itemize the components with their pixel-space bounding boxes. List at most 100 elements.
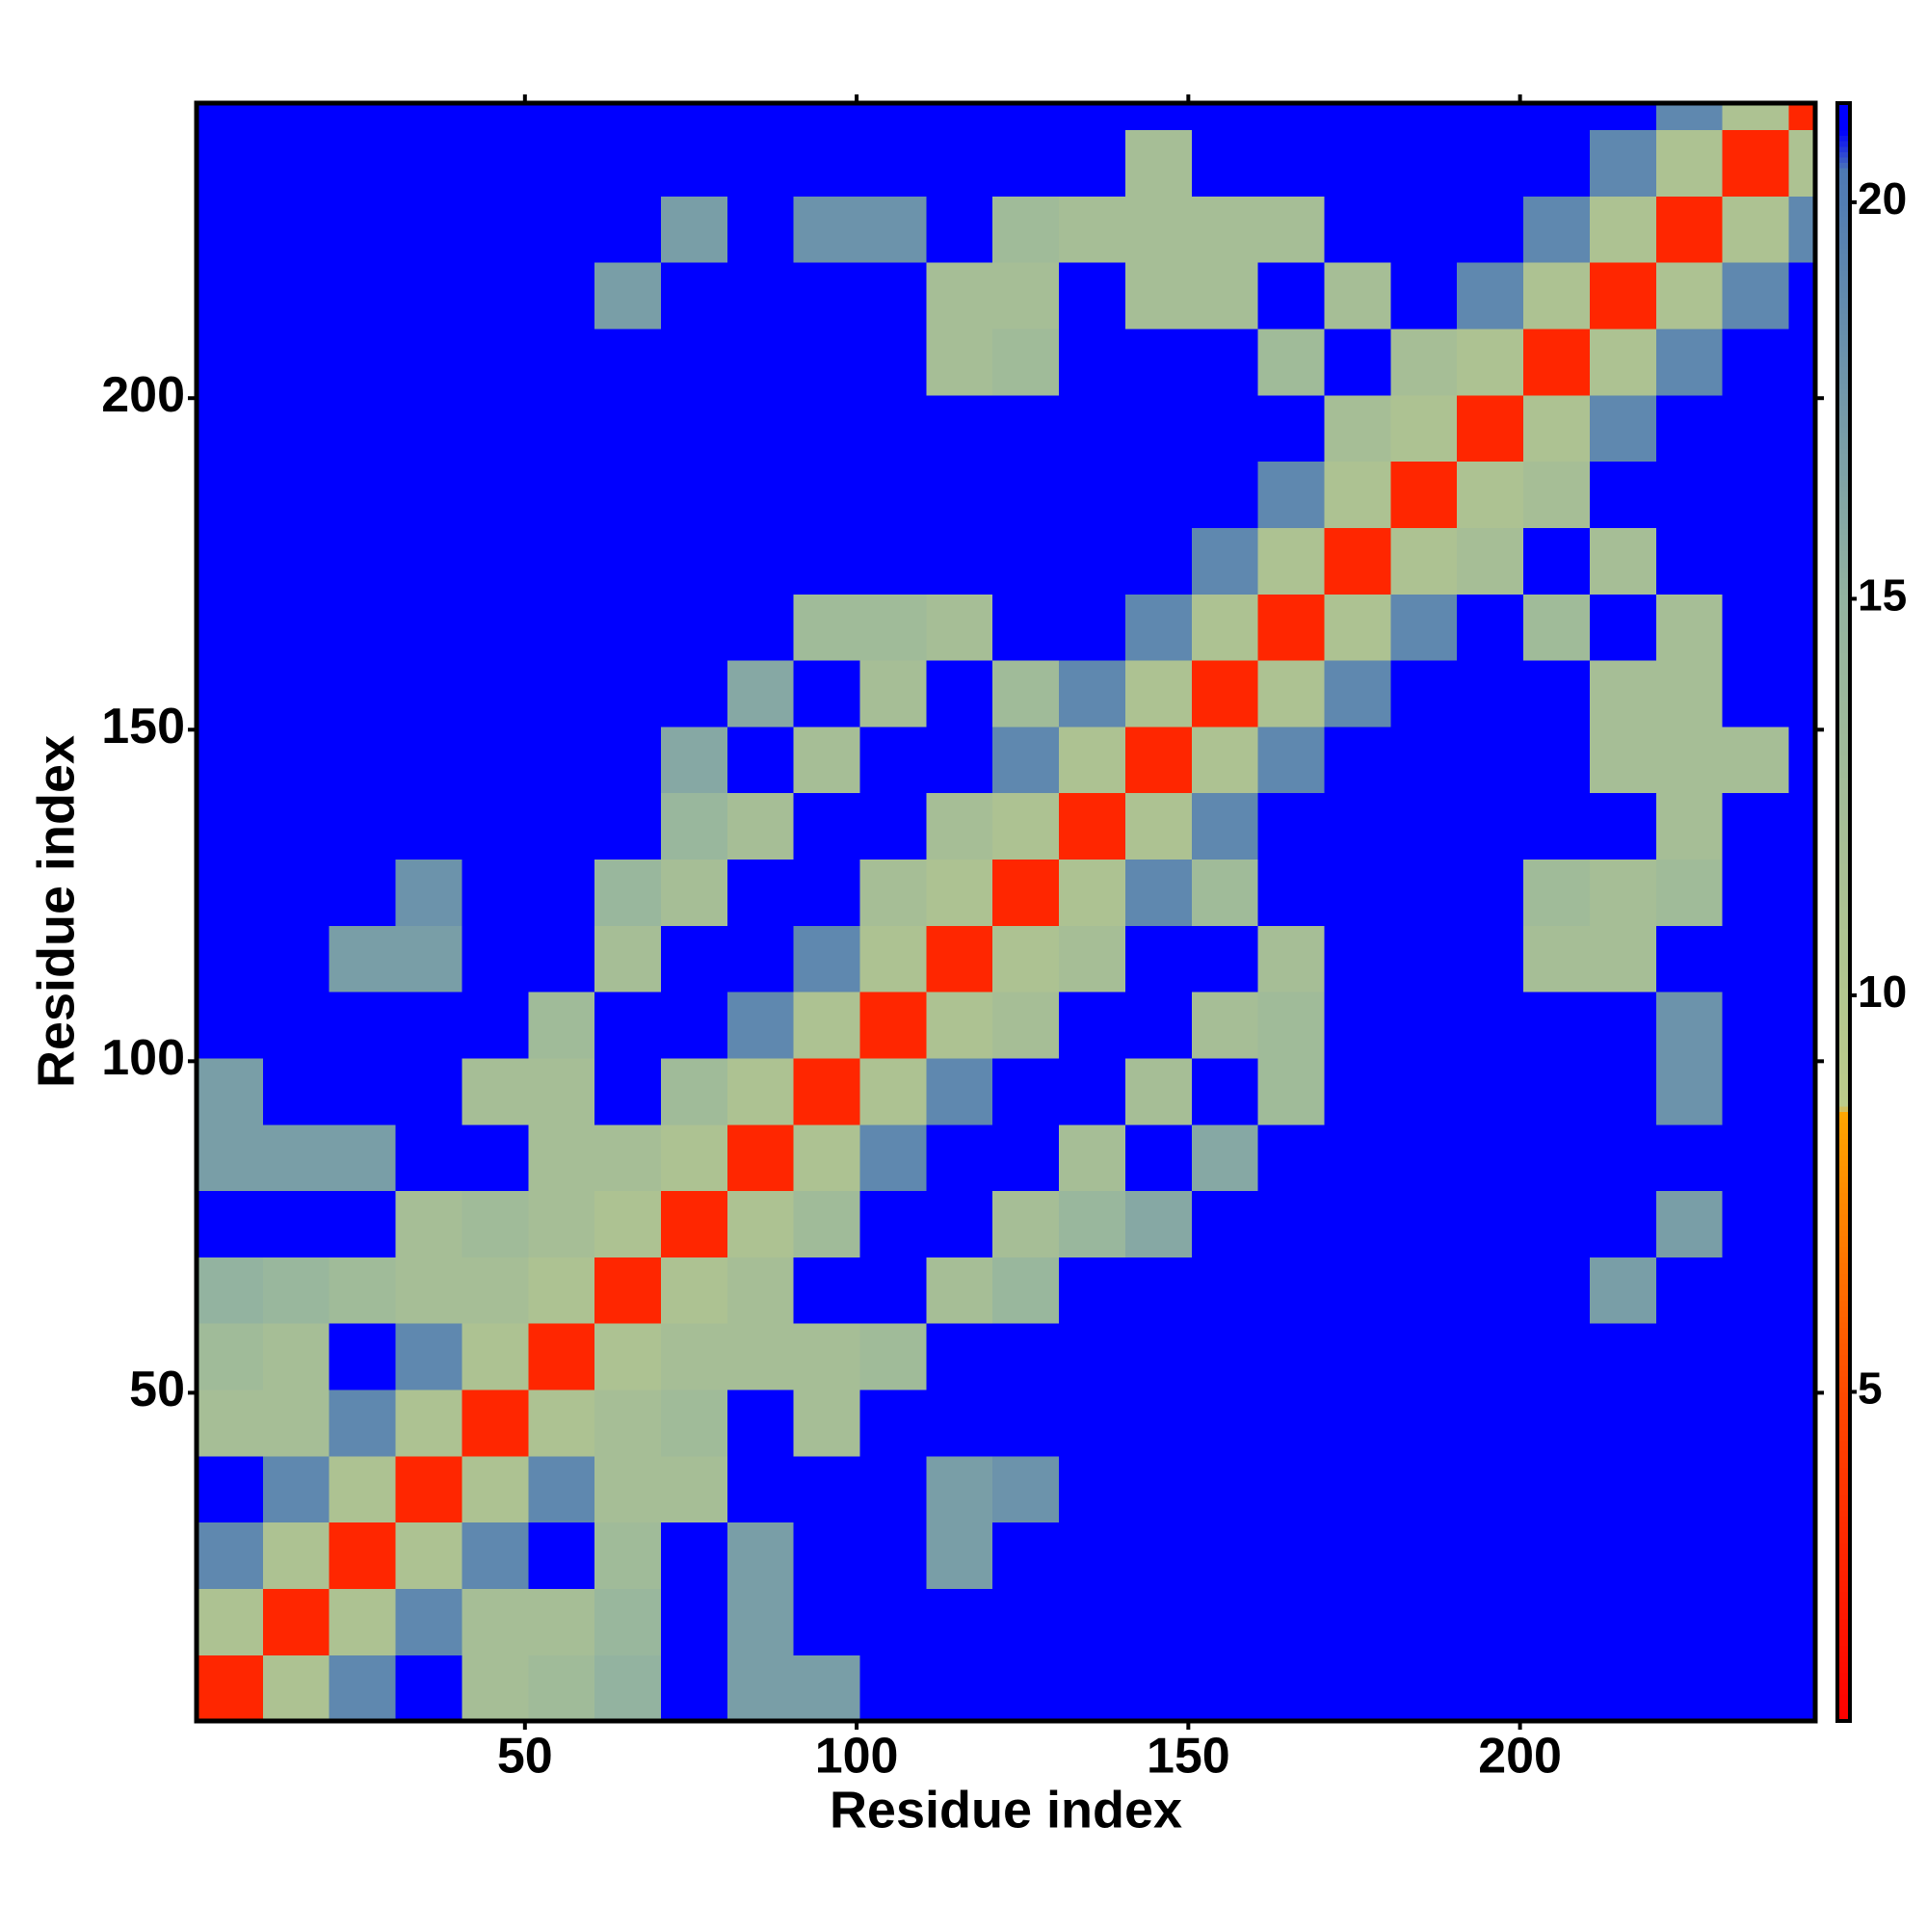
heat-cell: [859, 1455, 927, 1523]
colorbar-step: [1837, 399, 1850, 406]
colorbar-step: [1837, 556, 1850, 563]
heat-cell: [1191, 1323, 1259, 1390]
heat-cell: [1589, 1455, 1657, 1523]
heat-cell: [1655, 328, 1724, 396]
heat-cell: [1257, 726, 1326, 794]
heat-cell: [329, 1654, 397, 1722]
heat-cell: [660, 129, 728, 197]
heat-cell: [197, 1455, 264, 1523]
heat-cell: [594, 1057, 662, 1125]
heat-cell: [1059, 594, 1126, 661]
colorbar-step: [1837, 906, 1850, 913]
colorbar-step: [1837, 1478, 1850, 1485]
colorbar-step: [1837, 712, 1850, 719]
heat-cell: [793, 129, 861, 197]
heat-cell: [1722, 1588, 1790, 1655]
heat-cell: [262, 262, 330, 330]
heat-cell: [1191, 1389, 1259, 1457]
heat-cell: [1722, 196, 1790, 263]
heat-cell: [262, 859, 330, 926]
heat-cell: [926, 1588, 993, 1655]
colorbar-step: [1837, 1100, 1850, 1107]
x-tick-label: 100: [815, 1729, 899, 1785]
heat-cell: [395, 328, 463, 396]
heat-cell: [1191, 992, 1259, 1059]
heat-cell: [1523, 328, 1591, 396]
heat-cell: [1390, 859, 1458, 926]
colorbar: 5 10 15 20: [1835, 101, 1907, 1723]
colorbar-step: [1837, 264, 1850, 271]
heat-cell: [1457, 1124, 1524, 1192]
colorbar-step: [1837, 1348, 1850, 1355]
heat-cell: [1457, 394, 1524, 463]
heat-cell: [660, 1323, 728, 1390]
heat-cell: [197, 129, 264, 197]
colorbar-step: [1837, 183, 1850, 191]
colorbar-step: [1837, 135, 1850, 142]
colorbar-step: [1837, 971, 1850, 978]
colorbar-step: [1837, 1678, 1850, 1684]
colorbar-step: [1837, 1192, 1850, 1199]
heat-cell: [793, 1190, 861, 1257]
colorbar-step: [1837, 384, 1850, 390]
colorbar-step: [1837, 459, 1850, 465]
heat-cell: [992, 262, 1060, 330]
heat-cell: [395, 129, 463, 197]
colorbar-step: [1837, 1628, 1850, 1635]
heat-cell: [528, 527, 595, 595]
heat-cell: [1589, 196, 1657, 263]
colorbar-step: [1837, 793, 1850, 800]
heat-cell: [1257, 1124, 1326, 1192]
heat-cell: [660, 1522, 728, 1589]
heat-cell: [793, 103, 861, 131]
colorbar-step: [1837, 1424, 1850, 1431]
heat-cell: [726, 1124, 795, 1192]
heat-cell: [528, 262, 595, 330]
heat-cell: [197, 726, 264, 794]
heat-cell: [1191, 792, 1259, 860]
heat-cell: [1457, 925, 1524, 992]
heat-cell: [926, 394, 993, 463]
heat-cell: [197, 527, 264, 595]
heat-cell: [262, 1190, 330, 1257]
colorbar-step: [1837, 733, 1850, 740]
colorbar-step: [1837, 1073, 1850, 1080]
heat-cell: [1457, 726, 1524, 794]
heat-cell: [926, 461, 993, 528]
colorbar-step: [1837, 318, 1850, 325]
heat-cell: [1523, 1190, 1591, 1257]
heat-cell: [528, 1057, 595, 1125]
colorbar-step: [1837, 1262, 1850, 1269]
heat-cell: [1457, 527, 1524, 595]
colorbar-step: [1837, 1343, 1850, 1350]
heat-cell: [462, 1124, 529, 1192]
heat-cell: [395, 1588, 463, 1655]
colorbar-step: [1837, 679, 1850, 686]
heat-cell: [462, 1257, 529, 1324]
heat-cell: [726, 1389, 795, 1457]
colorbar-step: [1837, 1279, 1850, 1285]
heat-cell: [660, 1057, 728, 1125]
heat-cell: [992, 660, 1060, 728]
colorbar-step: [1837, 1267, 1850, 1274]
heat-cell: [1191, 129, 1259, 197]
heat-cell: [1390, 1389, 1458, 1457]
heat-cell: [395, 103, 463, 131]
heat-cell: [594, 103, 662, 131]
colorbar-step: [1837, 1030, 1850, 1037]
heat-cell: [462, 394, 529, 463]
heat-cell: [1722, 1654, 1790, 1722]
heat-cell: [1059, 925, 1126, 992]
heat-cell: [262, 394, 330, 463]
heat-cell: [1457, 1654, 1524, 1722]
heat-cell: [395, 1654, 463, 1722]
colorbar-step: [1837, 1198, 1850, 1204]
heat-cell: [1589, 726, 1657, 794]
colorbar-step: [1837, 222, 1850, 228]
heat-cell: [1124, 1654, 1193, 1722]
heat-cell: [528, 1389, 595, 1457]
colorbar-step: [1837, 863, 1850, 870]
heat-cell: [793, 859, 861, 926]
heat-cell: [329, 660, 397, 728]
heat-cell: [793, 1588, 861, 1655]
